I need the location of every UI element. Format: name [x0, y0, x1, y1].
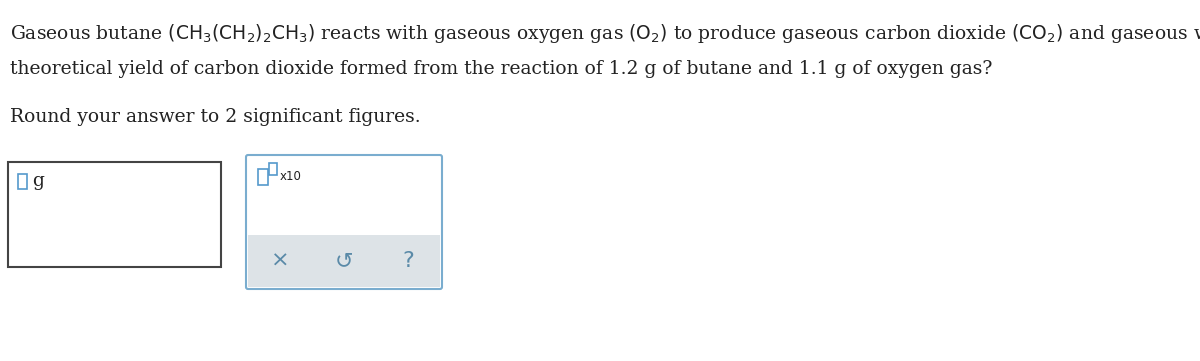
Bar [18, 174, 28, 189]
Text: ↺: ↺ [335, 251, 353, 271]
Text: ×: × [271, 251, 289, 271]
Bar [248, 235, 440, 287]
Text: g: g [32, 173, 44, 191]
Text: theoretical yield of carbon dioxide formed from the reaction of 1.2 g of butane : theoretical yield of carbon dioxide form… [10, 60, 992, 78]
Text: Round your answer to 2 significant figures.: Round your answer to 2 significant figur… [10, 108, 421, 126]
Text: Gaseous butane $\left(\mathrm{CH_3(CH_2)_2CH_3}\right)$ reacts with gaseous oxyg: Gaseous butane $\left(\mathrm{CH_3(CH_2)… [10, 22, 1200, 45]
Bar [269, 163, 277, 175]
Bar [258, 169, 268, 185]
Text: x10: x10 [280, 170, 302, 183]
Bar [248, 157, 440, 235]
Bar [8, 162, 221, 267]
Text: ?: ? [402, 251, 414, 271]
